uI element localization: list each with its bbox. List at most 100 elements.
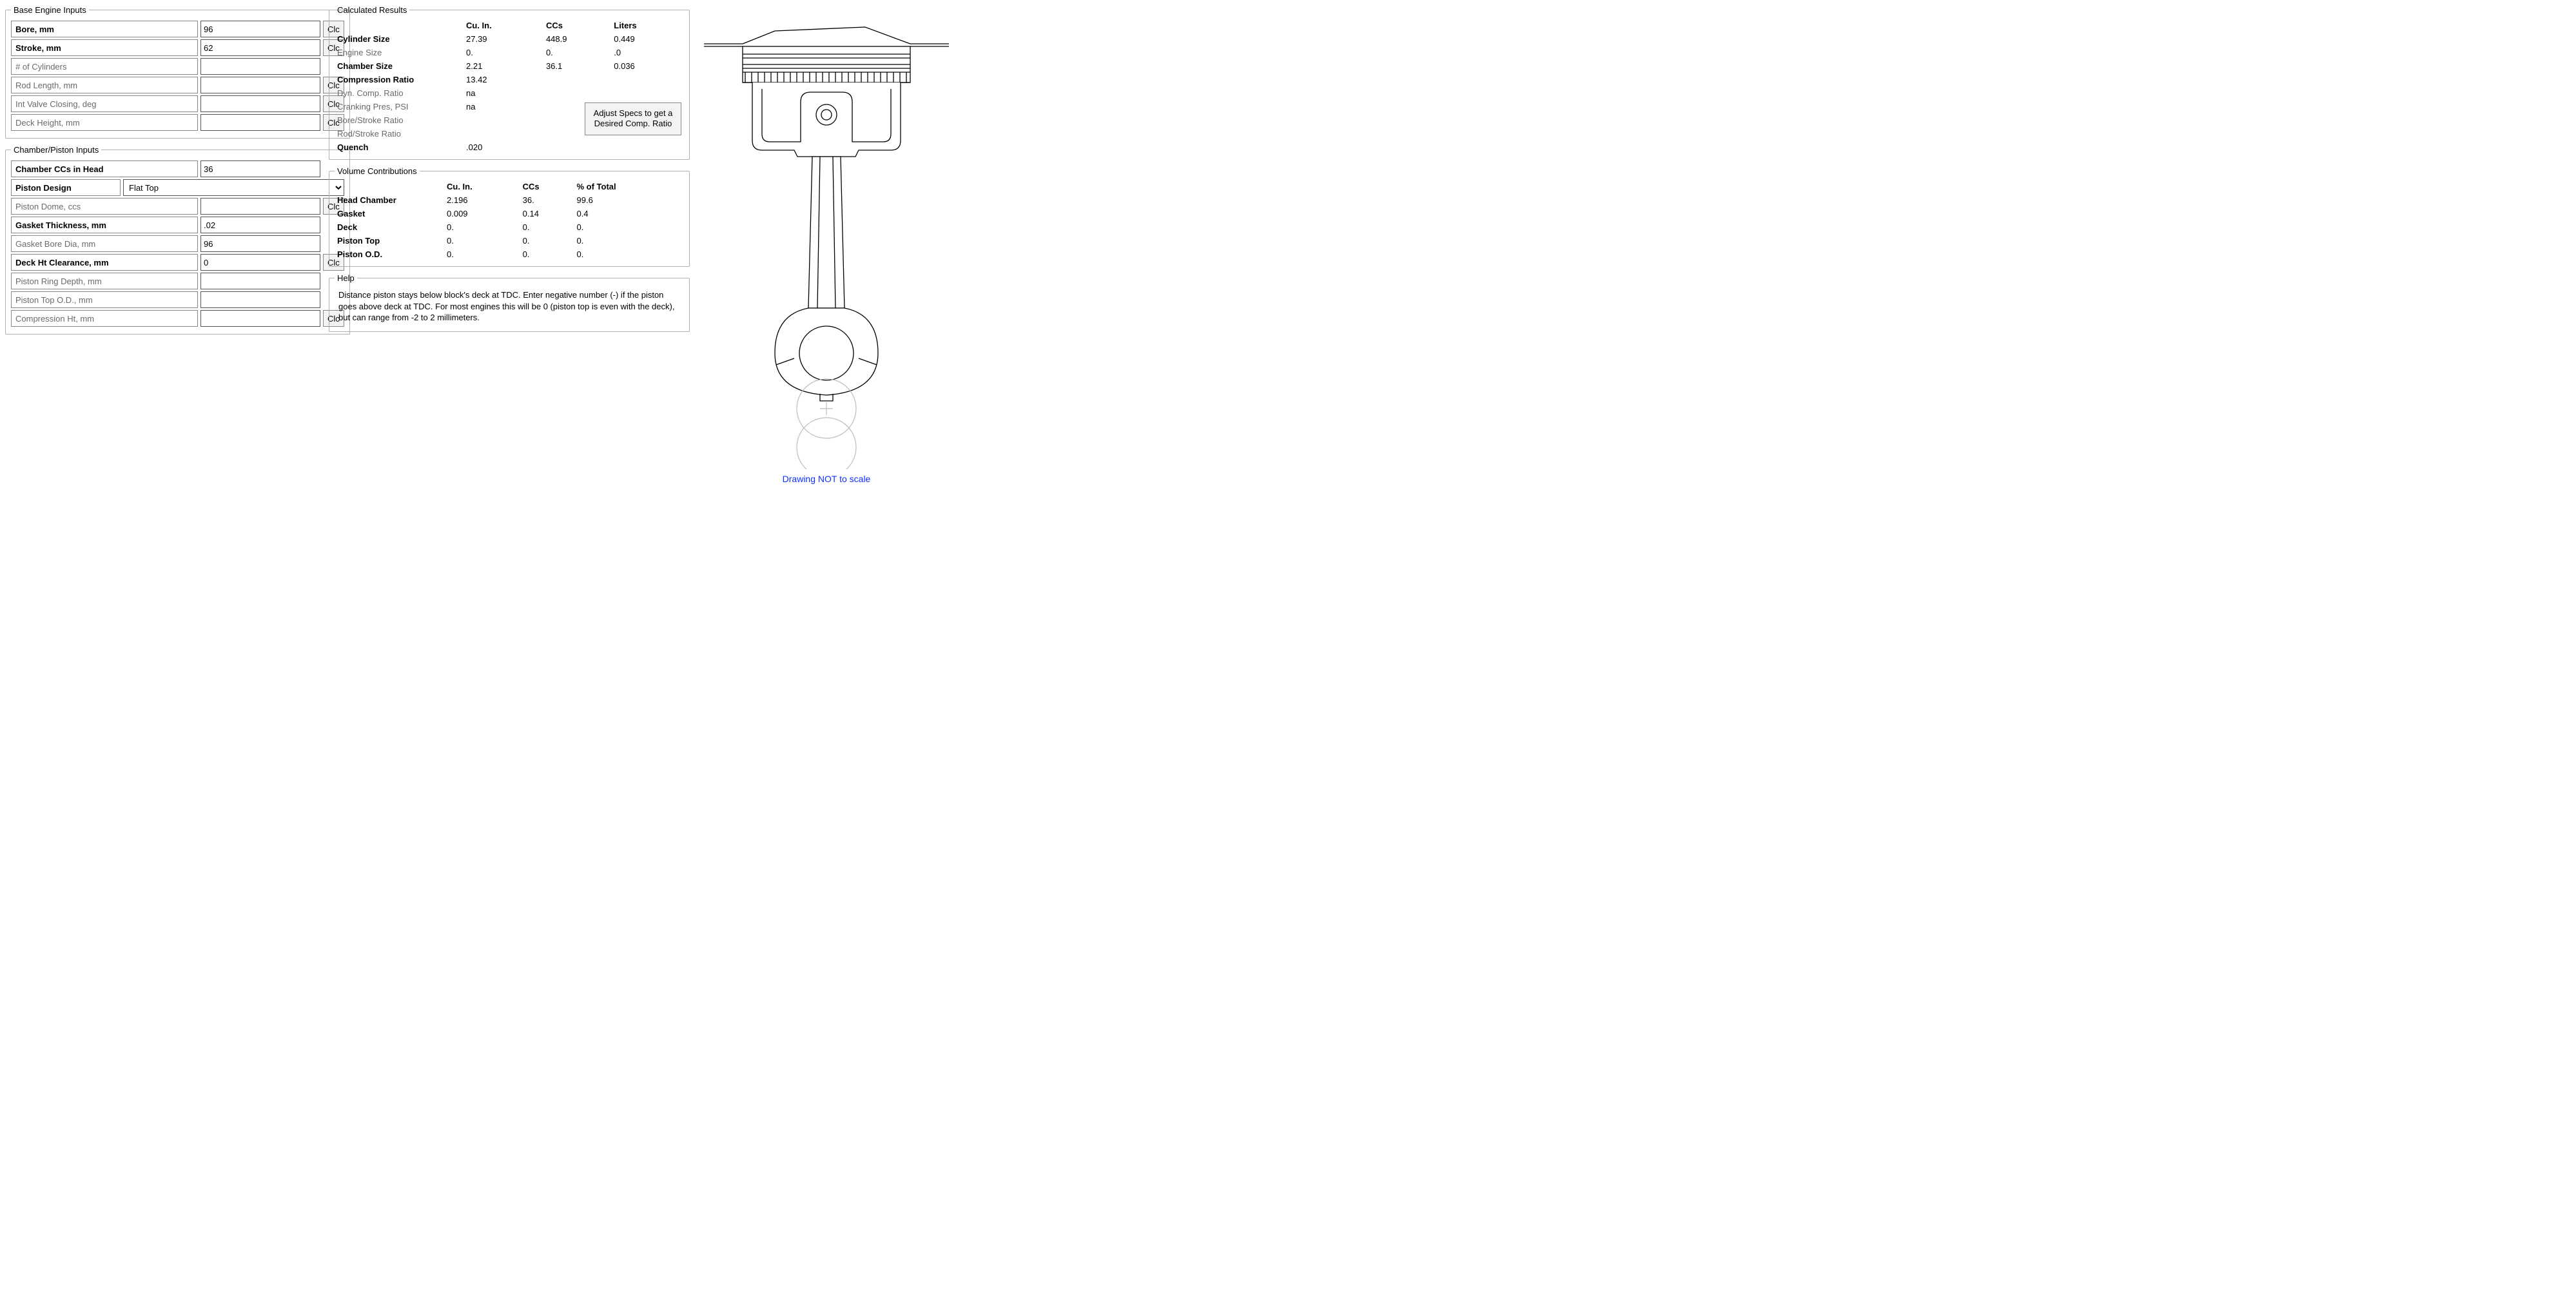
results-label: Rod/Stroke Ratio xyxy=(335,127,463,141)
base-input-input[interactable] xyxy=(200,58,320,75)
piston-design-select[interactable]: Flat Top xyxy=(123,179,344,196)
results-value: 27.39 xyxy=(463,32,543,46)
chamber-inputs-legend: Chamber/Piston Inputs xyxy=(11,145,101,155)
base-input-input[interactable] xyxy=(200,114,320,131)
results-value: .020 xyxy=(463,141,543,154)
volumes-label: Deck xyxy=(335,220,444,234)
chamber-input-row: Gasket Bore Dia, mm xyxy=(11,235,344,252)
chamber-input-label: Chamber CCs in Head xyxy=(11,160,198,177)
results-label: Cranking Pres, PSI xyxy=(335,100,463,113)
base-engine-inputs: Base Engine Inputs Bore, mmClcStroke, mm… xyxy=(5,5,350,139)
base-input-label: Bore, mm xyxy=(11,21,198,37)
results-value: 13.42 xyxy=(463,73,543,86)
base-input-row: Deck Height, mmClc xyxy=(11,114,344,131)
results-value xyxy=(543,73,611,86)
chamber-input-row: Gasket Thickness, mm xyxy=(11,217,344,233)
base-input-row: Rod Length, mmClc xyxy=(11,77,344,93)
volumes-table: Cu. In.CCs% of Total Head Chamber2.19636… xyxy=(335,180,684,261)
volumes-header xyxy=(335,180,444,193)
results-value: 36.1 xyxy=(543,59,611,73)
volumes-row: Piston Top0.0.0. xyxy=(335,234,684,247)
results-label: Dyn. Comp. Ratio xyxy=(335,86,463,100)
base-input-label: # of Cylinders xyxy=(11,58,198,75)
results-value: na xyxy=(463,100,543,113)
results-header: Cu. In. xyxy=(463,19,543,32)
results-row: Compression Ratio13.42 xyxy=(335,73,684,86)
volumes-row: Piston O.D.0.0.0. xyxy=(335,247,684,261)
results-value xyxy=(463,113,543,127)
volumes-value: 0.009 xyxy=(444,207,520,220)
chamber-input-row: Compression Ht, mmClc xyxy=(11,310,344,327)
volumes-header: Cu. In. xyxy=(444,180,520,193)
volumes-value: 99.6 xyxy=(574,193,685,207)
results-label: Compression Ratio xyxy=(335,73,463,86)
adjust-specs-button[interactable]: Adjust Specs to get a Desired Comp. Rati… xyxy=(585,102,681,135)
volumes-label: Gasket xyxy=(335,207,444,220)
chamber-piston-inputs: Chamber/Piston Inputs Chamber CCs in Hea… xyxy=(5,145,350,335)
volumes-row: Gasket0.0090.140.4 xyxy=(335,207,684,220)
volumes-label: Piston Top xyxy=(335,234,444,247)
left-column: Base Engine Inputs Bore, mmClcStroke, mm… xyxy=(5,5,321,335)
volumes-value: 0.4 xyxy=(574,207,685,220)
volumes-value: 0. xyxy=(574,234,685,247)
chamber-input-input[interactable] xyxy=(200,160,320,177)
piston-design-row: Piston Design Flat Top xyxy=(11,179,344,196)
piston-svg xyxy=(698,5,955,469)
base-input-label: Deck Height, mm xyxy=(11,114,198,131)
results-row: Engine Size0.0..0 xyxy=(335,46,684,59)
results-label: Engine Size xyxy=(335,46,463,59)
results-value xyxy=(543,86,611,100)
chamber-input-input[interactable] xyxy=(200,217,320,233)
chamber-input-input[interactable] xyxy=(200,273,320,289)
volumes-value: 0. xyxy=(520,234,574,247)
results-label: Bore/Stroke Ratio xyxy=(335,113,463,127)
volumes-legend: Volume Contributions xyxy=(335,166,420,176)
base-input-input[interactable] xyxy=(200,95,320,112)
volumes-value: 0. xyxy=(520,220,574,234)
chamber-input-label: Deck Ht Clearance, mm xyxy=(11,254,198,271)
chamber-input-input[interactable] xyxy=(200,291,320,308)
base-input-input[interactable] xyxy=(200,21,320,37)
diagram-caption: Drawing NOT to scale xyxy=(698,474,955,484)
chamber-input-input[interactable] xyxy=(200,254,320,271)
chamber-input-row: Chamber CCs in Head xyxy=(11,160,344,177)
volumes-value: 0. xyxy=(444,247,520,261)
base-inputs-legend: Base Engine Inputs xyxy=(11,5,89,15)
help-legend: Help xyxy=(335,273,357,283)
chamber-input-input[interactable] xyxy=(200,198,320,215)
results-value xyxy=(611,86,684,100)
volumes-value: 0. xyxy=(574,220,685,234)
chamber-input-label: Piston Top O.D., mm xyxy=(11,291,198,308)
calculated-results: Calculated Results Cu. In.CCsLiters Cyli… xyxy=(329,5,690,160)
chamber-input-label: Gasket Thickness, mm xyxy=(11,217,198,233)
chamber-input-row: Piston Ring Depth, mm xyxy=(11,273,344,289)
base-input-row: Int Valve Closing, degClc xyxy=(11,95,344,112)
volumes-row: Deck0.0.0. xyxy=(335,220,684,234)
results-value: 0.036 xyxy=(611,59,684,73)
results-label: Cylinder Size xyxy=(335,32,463,46)
results-value xyxy=(611,73,684,86)
volumes-label: Piston O.D. xyxy=(335,247,444,261)
results-value xyxy=(543,141,611,154)
base-input-row: # of Cylinders xyxy=(11,58,344,75)
chamber-input-input[interactable] xyxy=(200,235,320,252)
base-input-label: Rod Length, mm xyxy=(11,77,198,93)
right-column: Drawing NOT to scale xyxy=(698,5,955,484)
volumes-value: 0. xyxy=(444,234,520,247)
volumes-header: CCs xyxy=(520,180,574,193)
base-input-input[interactable] xyxy=(200,39,320,56)
results-value: 0. xyxy=(463,46,543,59)
results-label: Quench xyxy=(335,141,463,154)
volumes-value: 2.196 xyxy=(444,193,520,207)
results-value xyxy=(463,127,543,141)
help-panel: Help Distance piston stays below block's… xyxy=(329,273,690,332)
results-value: 0. xyxy=(543,46,611,59)
results-value: na xyxy=(463,86,543,100)
piston-design-label: Piston Design xyxy=(11,179,121,196)
app-root: Base Engine Inputs Bore, mmClcStroke, mm… xyxy=(5,5,2571,484)
chamber-input-input[interactable] xyxy=(200,310,320,327)
base-input-row: Stroke, mmClc xyxy=(11,39,344,56)
chamber-input-row: Deck Ht Clearance, mmClc xyxy=(11,254,344,271)
base-input-input[interactable] xyxy=(200,77,320,93)
results-value: .0 xyxy=(611,46,684,59)
